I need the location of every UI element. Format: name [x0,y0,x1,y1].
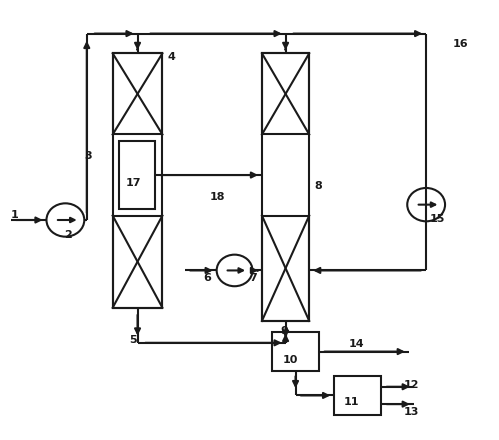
Bar [113,53,162,135]
Text: 3: 3 [84,150,92,161]
Bar [262,53,309,321]
Bar [119,141,155,209]
Bar [262,53,309,135]
Text: 15: 15 [430,214,445,224]
Bar [113,216,162,308]
Bar [262,216,309,321]
Text: 12: 12 [404,380,419,389]
Text: 6: 6 [204,273,212,283]
Text: 11: 11 [344,397,360,407]
Text: 4: 4 [167,52,175,62]
Text: 13: 13 [404,407,419,417]
Text: 9: 9 [280,326,288,336]
Text: 18: 18 [210,192,225,202]
Bar [272,332,319,371]
Bar [113,53,162,308]
Text: 2: 2 [64,231,72,240]
Text: 5: 5 [129,335,137,345]
Text: 14: 14 [349,339,365,349]
Text: 17: 17 [126,178,142,188]
Text: 10: 10 [283,355,298,365]
Text: 16: 16 [453,39,468,49]
Text: 1: 1 [10,210,18,220]
Text: 7: 7 [250,273,257,283]
Bar [334,376,381,415]
Text: 8: 8 [314,181,322,191]
